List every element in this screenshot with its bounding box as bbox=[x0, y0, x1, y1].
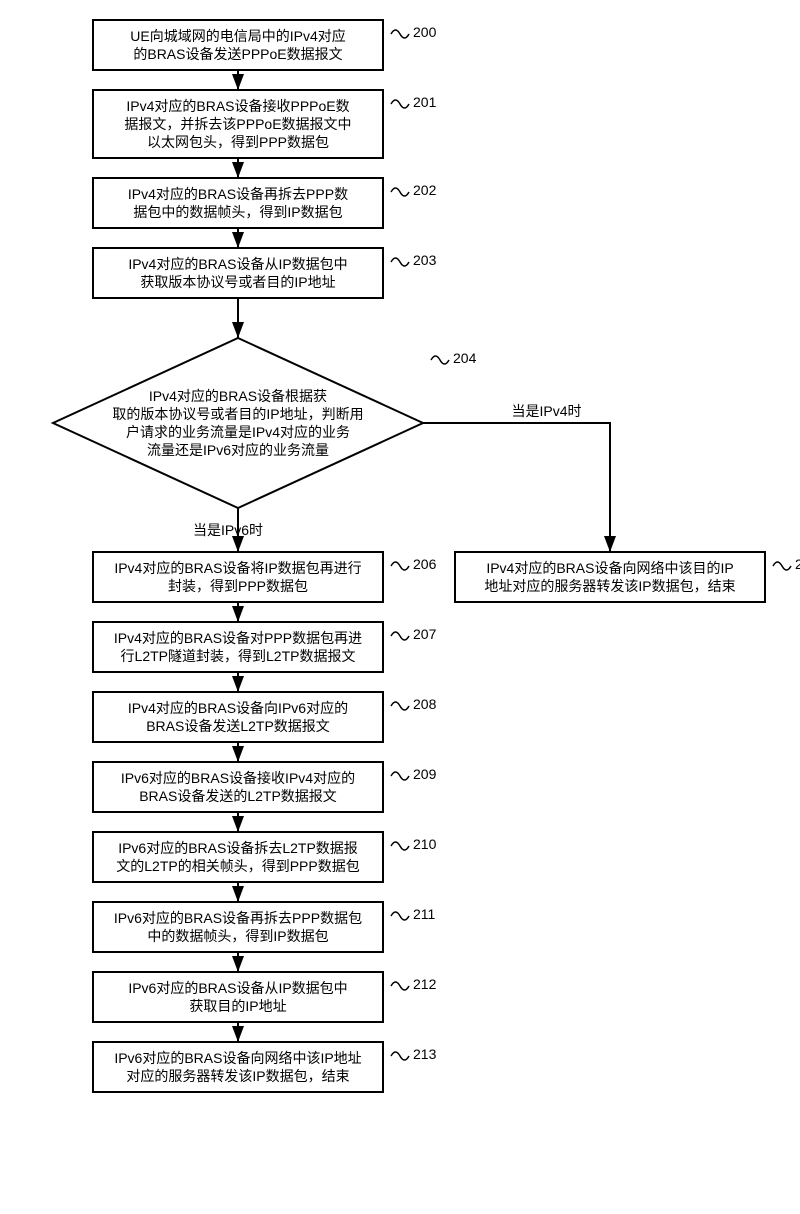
branch-label-ipv4: 当是IPv4时 bbox=[511, 403, 581, 419]
step-brace bbox=[391, 562, 409, 570]
svg-text:IPv6对应的BRAS设备从IP数据包中: IPv6对应的BRAS设备从IP数据包中 bbox=[128, 980, 347, 996]
step-number: 202 bbox=[413, 182, 437, 198]
svg-text:文的L2TP的相关帧头，得到PPP数据包: 文的L2TP的相关帧头，得到PPP数据包 bbox=[116, 858, 359, 874]
svg-text:IPv6对应的BRAS设备拆去L2TP数据报: IPv6对应的BRAS设备拆去L2TP数据报 bbox=[118, 840, 358, 856]
svg-text:BRAS设备发送L2TP数据报文: BRAS设备发送L2TP数据报文 bbox=[146, 718, 330, 734]
step-brace bbox=[391, 772, 409, 780]
step-number: 201 bbox=[413, 94, 437, 110]
svg-text:IPv6对应的BRAS设备接收IPv4对应的: IPv6对应的BRAS设备接收IPv4对应的 bbox=[121, 770, 355, 786]
svg-text:IPv4对应的BRAS设备接收PPPoE数: IPv4对应的BRAS设备接收PPPoE数 bbox=[126, 98, 349, 114]
step-brace bbox=[773, 562, 791, 570]
svg-text:IPv4对应的BRAS设备将IP数据包再进行: IPv4对应的BRAS设备将IP数据包再进行 bbox=[114, 560, 361, 576]
svg-text:IPv4对应的BRAS设备向IPv6对应的: IPv4对应的BRAS设备向IPv6对应的 bbox=[128, 700, 348, 716]
step-brace bbox=[391, 258, 409, 266]
flow-decision-204 bbox=[53, 338, 423, 508]
step-number: 213 bbox=[413, 1046, 437, 1062]
svg-text:对应的服务器转发该IP数据包，结束: 对应的服务器转发该IP数据包，结束 bbox=[126, 1068, 349, 1084]
svg-text:据报文，并拆去该PPPoE数据报文中: 据报文，并拆去该PPPoE数据报文中 bbox=[124, 116, 351, 132]
svg-text:IPv6对应的BRAS设备再拆去PPP数据包: IPv6对应的BRAS设备再拆去PPP数据包 bbox=[114, 910, 362, 926]
step-number: 205 bbox=[795, 556, 800, 572]
svg-text:据包中的数据帧头，得到IP数据包: 据包中的数据帧头，得到IP数据包 bbox=[133, 204, 342, 220]
step-number: 208 bbox=[413, 696, 437, 712]
step-number: 203 bbox=[413, 252, 437, 268]
step-brace bbox=[391, 702, 409, 710]
step-brace bbox=[391, 912, 409, 920]
flow-edge bbox=[423, 423, 610, 552]
step-brace bbox=[431, 356, 449, 364]
svg-text:获取目的IP地址: 获取目的IP地址 bbox=[189, 998, 286, 1014]
step-number: 200 bbox=[413, 24, 437, 40]
svg-text:BRAS设备发送的L2TP数据报文: BRAS设备发送的L2TP数据报文 bbox=[139, 788, 337, 804]
step-brace bbox=[391, 188, 409, 196]
step-brace bbox=[391, 842, 409, 850]
step-number: 207 bbox=[413, 626, 437, 642]
svg-text:中的数据帧头，得到IP数据包: 中的数据帧头，得到IP数据包 bbox=[147, 928, 328, 944]
svg-text:流量还是IPv6对应的业务流量: 流量还是IPv6对应的业务流量 bbox=[147, 442, 329, 458]
svg-text:获取版本协议号或者目的IP地址: 获取版本协议号或者目的IP地址 bbox=[140, 274, 335, 290]
svg-text:IPv4对应的BRAS设备从IP数据包中: IPv4对应的BRAS设备从IP数据包中 bbox=[128, 256, 347, 272]
step-brace bbox=[391, 30, 409, 38]
svg-text:以太网包头，得到PPP数据包: 以太网包头，得到PPP数据包 bbox=[147, 134, 329, 150]
svg-text:行L2TP隧道封装，得到L2TP数据报文: 行L2TP隧道封装，得到L2TP数据报文 bbox=[121, 648, 356, 664]
step-brace bbox=[391, 982, 409, 990]
svg-text:封装，得到PPP数据包: 封装，得到PPP数据包 bbox=[168, 578, 308, 594]
step-number: 211 bbox=[413, 906, 436, 922]
svg-text:取的版本协议号或者目的IP地址，判断用: 取的版本协议号或者目的IP地址，判断用 bbox=[112, 406, 363, 422]
svg-text:地址对应的服务器转发该IP数据包，结束: 地址对应的服务器转发该IP数据包，结束 bbox=[484, 578, 735, 594]
step-brace bbox=[391, 100, 409, 108]
svg-text:的BRAS设备发送PPPoE数据报文: 的BRAS设备发送PPPoE数据报文 bbox=[133, 46, 342, 62]
step-number: 209 bbox=[413, 766, 437, 782]
svg-text:IPv6对应的BRAS设备向网络中该IP地址: IPv6对应的BRAS设备向网络中该IP地址 bbox=[114, 1050, 361, 1066]
step-brace bbox=[391, 632, 409, 640]
step-number: 206 bbox=[413, 556, 437, 572]
svg-text:UE向城域网的电信局中的IPv4对应: UE向城域网的电信局中的IPv4对应 bbox=[130, 28, 345, 44]
svg-text:IPv4对应的BRAS设备向网络中该目的IP: IPv4对应的BRAS设备向网络中该目的IP bbox=[486, 560, 733, 576]
step-number: 210 bbox=[413, 836, 437, 852]
svg-text:IPv4对应的BRAS设备对PPP数据包再进: IPv4对应的BRAS设备对PPP数据包再进 bbox=[114, 630, 362, 646]
branch-label-ipv6: 当是IPv6时 bbox=[193, 522, 263, 538]
step-number: 204 bbox=[453, 350, 477, 366]
svg-text:IPv4对应的BRAS设备再拆去PPP数: IPv4对应的BRAS设备再拆去PPP数 bbox=[128, 186, 348, 202]
svg-text:IPv4对应的BRAS设备根据获: IPv4对应的BRAS设备根据获 bbox=[149, 388, 327, 404]
step-number: 212 bbox=[413, 976, 437, 992]
flowchart-canvas: 当是IPv6时 当是IPv4时 UE向城域网的电信局中的IPv4对应的BRAS设备发… bbox=[0, 0, 800, 1214]
svg-text:户请求的业务流量是IPv4对应的业务: 户请求的业务流量是IPv4对应的业务 bbox=[126, 424, 350, 440]
step-brace bbox=[391, 1052, 409, 1060]
